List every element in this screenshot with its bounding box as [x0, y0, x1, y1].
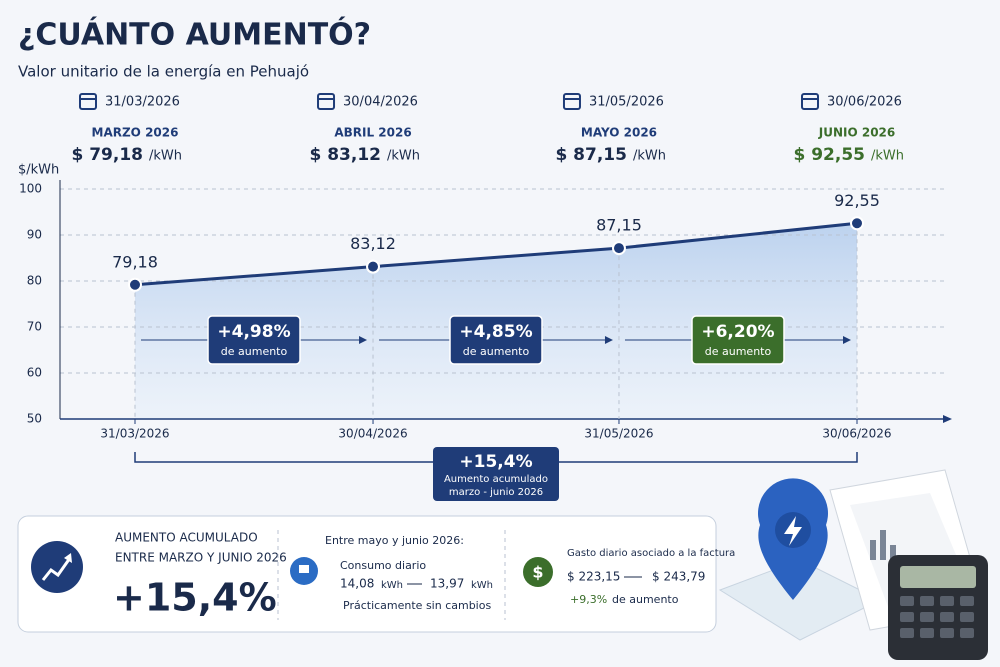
- period-unit: /kWh: [387, 149, 420, 164]
- y-tick-label: 90: [27, 228, 42, 242]
- change-box: [449, 315, 543, 365]
- bill-from: $ 223,15: [567, 570, 620, 584]
- period-date: 31/05/2026: [589, 95, 664, 110]
- change-text: de aumento: [221, 345, 288, 358]
- period-month: MAYO 2026: [581, 126, 657, 140]
- y-tick-label: 80: [27, 274, 42, 288]
- change-arrow-head: [359, 336, 368, 344]
- cumulative-label: +15,4%: [459, 452, 532, 472]
- summary-value: +15,4%: [113, 576, 277, 620]
- period-date: 30/04/2026: [343, 95, 418, 110]
- title: ¿CUÁNTO AUMENTÓ?: [18, 16, 371, 53]
- period-month: MARZO 2026: [92, 126, 179, 140]
- x-tick-label: 31/03/2026: [100, 427, 169, 441]
- point: [128, 277, 142, 292]
- consumption-heading: Entre mayo y junio 2026:: [325, 534, 464, 547]
- point: [850, 216, 864, 231]
- period-month: ABRIL 2026: [334, 126, 411, 140]
- y-tick-label: 70: [27, 320, 42, 334]
- subtitle: Valor unitario de la energía en Pehuajó: [18, 63, 309, 81]
- chart-icon-arrow: [64, 553, 72, 563]
- point: [611, 241, 626, 256]
- value-label: 87,15: [596, 216, 642, 235]
- change-label: +4,98%: [217, 322, 290, 342]
- period-block: 31/03/2026 MARZO 2026 $ 79,18/kWh: [71, 93, 182, 165]
- change-label: +4,85%: [459, 322, 532, 342]
- dollar-icon: [523, 557, 553, 587]
- x-tick-label: 31/05/2026: [584, 427, 653, 441]
- change-label: +6,20%: [701, 322, 774, 342]
- bill-change: +9,3%: [570, 593, 607, 606]
- consumption-to: 13,97: [430, 577, 464, 591]
- point: [366, 259, 381, 274]
- calendar-icon: [562, 93, 581, 110]
- change-text: de aumento: [463, 345, 530, 358]
- y-tick-label: 60: [27, 366, 42, 380]
- cumulative-period: marzo - junio 2026: [449, 487, 543, 498]
- bill-change-text: de aumento: [612, 593, 679, 606]
- bill-to: $ 243,79: [652, 570, 705, 584]
- period-block: 30/04/2026 ABRIL 2026 $ 83,12/kWh: [309, 93, 420, 165]
- summary-panel: [17, 515, 717, 633]
- period-month: JUNIO 2026: [818, 126, 896, 140]
- consumption-from-unit: kWh: [381, 580, 403, 591]
- value-label: 83,12: [350, 234, 396, 253]
- y-tick-label: 50: [27, 412, 42, 426]
- consumption-label: Consumo diario: [340, 559, 426, 572]
- bill-label: Gasto diario asociado a la factura: [567, 548, 735, 559]
- y-axis-label: $/kWh: [18, 163, 59, 178]
- chart-icon-line: [41, 557, 72, 581]
- period-price: $ 79,18: [71, 145, 143, 165]
- consumption-note: Prácticamente sin cambios: [343, 599, 491, 612]
- period-block: 31/05/2026 MAYO 2026 $ 87,15/kWh: [555, 93, 666, 165]
- change-box: [691, 315, 785, 365]
- summary-line2: ENTRE MARZO Y JUNIO 2026: [115, 551, 287, 565]
- calendar-icon: [801, 93, 819, 110]
- period-date: 31/03/2026: [105, 95, 180, 110]
- period-unit: /kWh: [871, 149, 904, 164]
- line: [134, 221, 858, 287]
- illustration: [718, 469, 988, 660]
- period-date: 30/06/2026: [827, 95, 902, 110]
- cumulative-text: Aumento acumulado: [444, 474, 548, 485]
- x-tick-label: 30/06/2026: [822, 427, 891, 441]
- change-text: de aumento: [705, 345, 772, 358]
- x-axis-arrow: [943, 415, 952, 423]
- calendar-icon: [317, 93, 336, 110]
- summary-line1: AUMENTO ACUMULADO: [115, 531, 258, 545]
- period-price: $ 87,15: [555, 145, 627, 165]
- period-price: $ 83,12: [309, 145, 381, 165]
- y-tick-label: 100: [19, 182, 42, 196]
- period-price: $ 92,55: [793, 145, 865, 165]
- value-label: 92,55: [834, 191, 880, 210]
- change-arrow-head: [604, 336, 613, 344]
- change-arrow-head: [843, 336, 851, 344]
- dollar-icon-glyph: $: [532, 563, 543, 582]
- consumption-from: 14,08: [340, 577, 374, 591]
- cumulative-box: [433, 447, 559, 501]
- period-block: 30/06/2026 JUNIO 2026 $ 92,55/kWh: [793, 93, 904, 165]
- calendar-icon: [79, 93, 97, 110]
- chart-icon: [31, 541, 83, 593]
- period-unit: /kWh: [149, 149, 182, 164]
- plug-icon-body: [299, 565, 309, 573]
- consumption-to-unit: kWh: [471, 580, 493, 591]
- x-tick-label: 30/04/2026: [338, 427, 407, 441]
- value-label: 79,18: [112, 252, 158, 271]
- change-box: [207, 315, 301, 365]
- period-unit: /kWh: [633, 149, 666, 164]
